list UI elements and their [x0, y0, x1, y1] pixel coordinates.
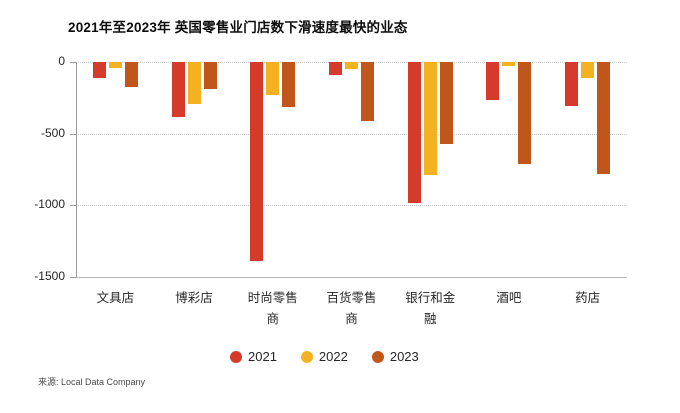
bar-2021-药店: [565, 62, 579, 106]
bar-2022-酒吧: [502, 62, 516, 66]
legend-label-2022: 2022: [318, 349, 348, 364]
gridline--500: [76, 133, 627, 135]
bar-2023-银行和金融: [439, 62, 453, 145]
legend-item-2021: 2021: [230, 349, 277, 364]
legend: 2021 2022 2023: [230, 349, 419, 364]
gridline--1500: [76, 277, 627, 278]
x-category-label-银行和金融: 银行和金融: [405, 291, 456, 326]
x-category-label-时尚零售商: 时尚零售商: [247, 291, 298, 326]
legend-swatch-2023: [371, 350, 384, 363]
bar-2021-文具店: [92, 62, 106, 78]
bar-2021-百货零售商: [329, 62, 342, 75]
y-axis-tick--1500: [70, 277, 76, 278]
legend-label-2021: 2021: [248, 349, 277, 364]
bar-2021-银行和金融: [407, 62, 421, 204]
source-note: 来源: Local Data Company: [38, 377, 146, 387]
y-axis-tick--1000: [70, 205, 76, 207]
bar-2021-时尚零售商: [250, 62, 264, 261]
x-category-label-博彩店: 博彩店: [175, 291, 213, 305]
y-axis-line: [76, 62, 77, 277]
bar-2022-百货零售商: [345, 62, 358, 70]
bar-2022-博彩店: [187, 62, 201, 104]
gridline--1000: [76, 205, 627, 207]
y-axis-tick-0: [70, 62, 76, 63]
bar-2023-酒吧: [518, 62, 532, 164]
x-category-label-酒吧: 酒吧: [496, 291, 522, 305]
y-tick-label--1000: -1000: [34, 197, 65, 212]
legend-label-2023: 2023: [389, 349, 419, 364]
bar-2022-文具店: [108, 62, 122, 68]
y-tick-label--500: -500: [40, 125, 65, 140]
chart-title: 2021年至2023年 英国零售业门店数下滑速度最快的业态: [68, 20, 408, 35]
bar-2023-博彩店: [203, 62, 217, 90]
y-axis-tick--500: [70, 133, 76, 135]
y-tick-label--1500: -1500: [34, 269, 65, 283]
bar-2023-时尚零售商: [282, 62, 296, 108]
bar-2021-酒吧: [486, 62, 500, 100]
legend-swatch-2021: [230, 350, 242, 363]
bar-2022-药店: [581, 62, 595, 78]
bar-2023-文具店: [124, 62, 138, 88]
x-category-label-百货零售商: 百货零售商: [326, 291, 377, 326]
x-category-label-文具店: 文具店: [96, 291, 135, 305]
bar-2022-银行和金融: [423, 62, 437, 176]
bar-2022-时尚零售商: [266, 62, 280, 95]
legend-item-2023: 2023: [371, 349, 419, 364]
y-tick-label-0: 0: [58, 54, 65, 68]
x-category-label-药店: 药店: [575, 291, 601, 305]
legend-swatch-2022: [300, 350, 313, 363]
legend-item-2022: 2022: [300, 349, 348, 364]
bar-2023-药店: [597, 62, 611, 174]
bar-2023-百货零售商: [361, 62, 374, 122]
bar-2021-博彩店: [171, 62, 185, 118]
